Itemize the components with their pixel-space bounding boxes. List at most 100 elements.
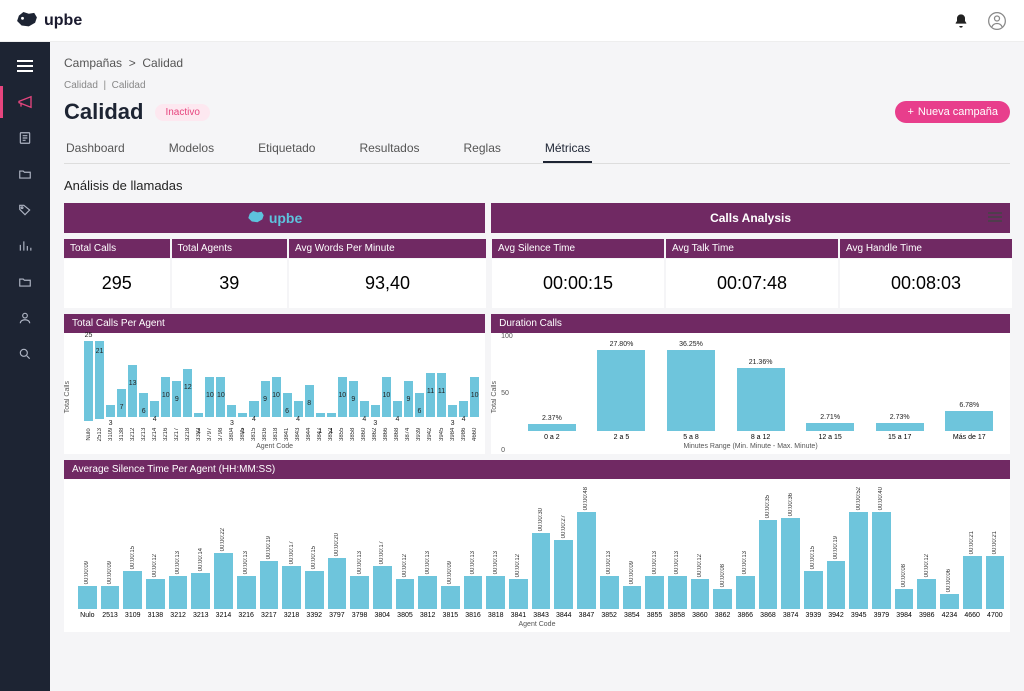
- bar-category: 2513: [97, 421, 103, 441]
- notifications-icon[interactable]: [950, 10, 972, 32]
- bar-value: 9: [406, 396, 410, 403]
- bar-value: 00:00:27: [561, 515, 567, 538]
- bar: 63939: [415, 341, 424, 441]
- sidebar: [0, 42, 50, 691]
- chart2-xlabel: Minutes Range (Min. Minute - Max. Minute…: [497, 443, 1004, 450]
- chart1-body: Total Calls 25Nulo2125133310973138133212…: [64, 333, 485, 454]
- chart3-body: 00:00:09Nulo00:00:09251300:00:15310900:0…: [64, 479, 1010, 632]
- bar-value: 00:00:36: [788, 493, 794, 516]
- bar: 00:00:133216: [237, 487, 256, 619]
- bar: 00:00:09Nulo: [78, 487, 97, 619]
- bar: 00:00:223214: [214, 487, 233, 619]
- sub-breadcrumb: Calidad | Calidad: [64, 80, 1010, 91]
- bar: 00:00:133866: [736, 487, 755, 619]
- brand-logo[interactable]: upbe: [16, 12, 82, 30]
- sidebar-item-archive[interactable]: [0, 266, 50, 298]
- bar-rect: [645, 576, 664, 609]
- bar-category: 3942: [427, 419, 433, 441]
- tab-reglas[interactable]: Reglas: [462, 135, 503, 163]
- charts-row-2: Average Silence Time Per Agent (HH:MM:SS…: [64, 460, 1010, 632]
- bar: 00:00:483847: [577, 487, 596, 619]
- bar-category: 3945: [439, 419, 445, 441]
- tab-métricas[interactable]: Métricas: [543, 135, 592, 163]
- bar-pct: 2.73%: [890, 414, 910, 421]
- subpath-a[interactable]: Calidad: [64, 80, 98, 91]
- bar: 00:00:523945: [849, 487, 868, 619]
- bar-value: 00:00:19: [266, 536, 272, 559]
- bar-rect: [150, 401, 159, 417]
- bar-category: 3868: [760, 612, 776, 619]
- bar-category: 3862: [372, 419, 378, 441]
- bar: 103855: [338, 341, 347, 441]
- bar-value: 9: [175, 396, 179, 403]
- bar-rect: [194, 413, 203, 417]
- bar-rect: [316, 413, 325, 417]
- bar: 00:00:143213: [191, 487, 210, 619]
- sidebar-toggle-icon[interactable]: [0, 50, 50, 82]
- bar-category: 3939: [806, 612, 822, 619]
- bar-category: 3797: [207, 419, 213, 441]
- bar-category: 3109: [108, 419, 114, 441]
- bar-rect: [827, 561, 846, 609]
- bar-rect: [350, 576, 369, 609]
- chart-panel-duration: Duration Calls 100500 Total Calls 2.37%0…: [491, 314, 1010, 454]
- kpi-row: Total Calls295Total Agents39Avg Words Pe…: [64, 239, 1010, 308]
- new-campaign-button[interactable]: + Nueva campaña: [895, 101, 1010, 123]
- kpi-label: Total Calls: [64, 239, 170, 258]
- bar: 00:00:093854: [623, 487, 642, 619]
- bar-rect: [169, 576, 188, 609]
- charts-row-1: Total Calls Per Agent Total Calls 25Nulo…: [64, 314, 1010, 454]
- sidebar-item-analytics[interactable]: [0, 230, 50, 262]
- user-avatar-icon[interactable]: [986, 10, 1008, 32]
- bar-rect: [806, 423, 854, 431]
- kpi-avg-words-per-minute: Avg Words Per Minute93,40: [289, 239, 486, 308]
- bar-value: 00:00:13: [652, 551, 658, 574]
- bar-rect: [895, 589, 914, 609]
- breadcrumb-root[interactable]: Campañas: [64, 56, 122, 70]
- bar-value: 11: [438, 388, 445, 395]
- kpi-avg-silence-time: Avg Silence Time00:00:15: [492, 239, 664, 308]
- bar-rect: [426, 373, 435, 417]
- bar-category: 3855: [339, 419, 345, 441]
- kpi-label: Avg Silence Time: [492, 239, 664, 258]
- bar-rect: [667, 350, 715, 431]
- bar-category: 3818: [488, 612, 504, 619]
- sidebar-item-tag[interactable]: [0, 194, 50, 226]
- sidebar-item-search[interactable]: [0, 338, 50, 370]
- bar-value: 7: [120, 404, 124, 411]
- bar-category: 3984: [450, 419, 456, 441]
- tab-resultados[interactable]: Resultados: [357, 135, 421, 163]
- bar: 103798: [216, 341, 225, 441]
- bar: 103216: [161, 341, 170, 441]
- bar: 33109: [106, 341, 115, 441]
- panel-menu-icon[interactable]: [988, 211, 1002, 225]
- bar-pct: 27.80%: [610, 341, 634, 348]
- bar-category: 3816: [465, 612, 481, 619]
- tab-modelos[interactable]: Modelos: [167, 135, 216, 163]
- bar-rect: [623, 586, 642, 609]
- chart3-title: Average Silence Time Per Agent (HH:MM:SS…: [64, 460, 1010, 479]
- tab-dashboard[interactable]: Dashboard: [64, 135, 127, 163]
- sidebar-item-users[interactable]: [0, 302, 50, 334]
- new-campaign-label: Nueva campaña: [918, 106, 998, 118]
- bar-category: 3844: [306, 419, 312, 441]
- bar-category: 3213: [141, 419, 147, 441]
- chart-panel-silence: Average Silence Time Per Agent (HH:MM:SS…: [64, 460, 1010, 632]
- bar-rect: [940, 594, 959, 609]
- sidebar-item-documents[interactable]: [0, 122, 50, 154]
- bar: 00:00:123805: [396, 487, 415, 619]
- bar-rect: [986, 556, 1005, 609]
- bar-category: 2513: [102, 612, 118, 619]
- kpi-total-calls: Total Calls295: [64, 239, 170, 308]
- tab-etiquetado[interactable]: Etiquetado: [256, 135, 317, 163]
- bar-pct: 21.36%: [749, 359, 773, 366]
- bar-value: 00:00:21: [969, 531, 975, 554]
- bar-value: 00:00:12: [515, 554, 521, 577]
- bar-category: 12 a 15: [818, 434, 841, 441]
- sidebar-item-campaigns[interactable]: [0, 86, 50, 118]
- bar: 00:00:173218: [282, 487, 301, 619]
- sidebar-item-folder[interactable]: [0, 158, 50, 190]
- bar: 43860: [360, 341, 369, 441]
- bar-rect: [486, 576, 505, 609]
- kpi-label: Avg Talk Time: [666, 239, 838, 258]
